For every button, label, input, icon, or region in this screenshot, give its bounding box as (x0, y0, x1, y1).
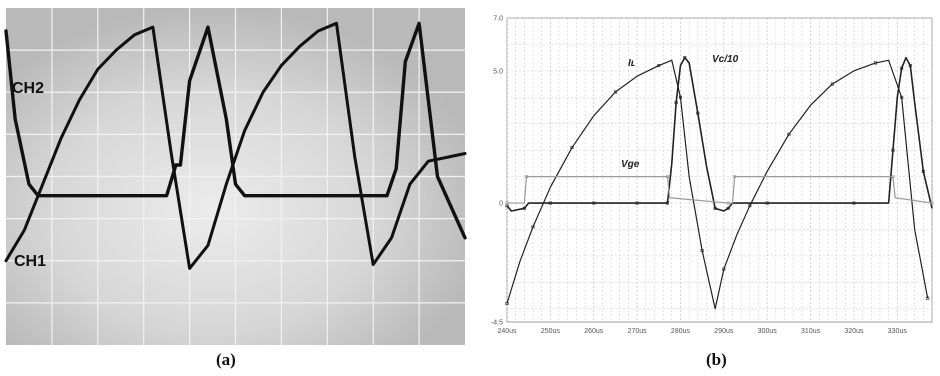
plot-marker-il (613, 90, 617, 94)
y-tick-label: 0 (499, 201, 503, 208)
plot-marker-vc (908, 64, 912, 68)
y-tick-label: 7.0 (493, 16, 503, 23)
ch1-label: CH1 (14, 253, 46, 270)
x-tick-label: 250us (541, 328, 561, 335)
scope-grid (6, 8, 465, 345)
plot-marker-il (657, 64, 661, 68)
plot-marker-vc (852, 201, 856, 205)
plot-marker-vge (726, 201, 730, 205)
plot-marker-vc (665, 201, 669, 205)
plot-marker-vge (665, 175, 669, 179)
plot-marker-il (531, 225, 535, 229)
plot-marker-vc (696, 111, 700, 115)
plot-marker-vge (930, 201, 934, 205)
y-tick-label: 5.0 (493, 68, 503, 75)
plot-marker-il (700, 249, 704, 253)
x-tick-label: 290us (714, 328, 734, 335)
panel-a-oscilloscope: CH2 CH1 (a) (4, 8, 467, 369)
plot-marker-vc (765, 201, 769, 205)
plot-marker-il (722, 267, 726, 271)
plot-marker-il (748, 204, 752, 208)
x-tick-label: 310us (801, 328, 821, 335)
plot-marker-vge (525, 175, 529, 179)
scope-traces (4, 21, 467, 270)
plot-marker-il (570, 146, 574, 150)
plot-marker-vc (635, 201, 639, 205)
plot-trace-vc (506, 56, 933, 212)
x-tick-label: 270us (628, 328, 648, 335)
x-tick-label: 320us (844, 328, 864, 335)
plot-marker-il (926, 296, 930, 300)
plot-marker-vc (713, 206, 717, 210)
plot-trace-il (506, 59, 929, 310)
plot-grid (506, 17, 933, 322)
plot-marker-vc (592, 201, 596, 205)
x-tick-label: 300us (758, 328, 778, 335)
plot-marker-il (830, 82, 834, 86)
plot-marker-il (505, 301, 509, 305)
plot-marker-vc (683, 56, 687, 60)
plot-marker-il (874, 61, 878, 65)
x-tick-label: 330us (888, 328, 908, 335)
plot-marker-il (678, 95, 682, 99)
plot-marker-il (900, 95, 904, 99)
plot-marker-vge (505, 201, 509, 205)
plot-marker-vc (726, 206, 730, 210)
plot-marker-vc (674, 101, 678, 105)
plot-trace-vge (507, 176, 933, 204)
series-label-il: Iʟ (628, 58, 635, 69)
series-label-vc: Vc/10 (712, 54, 739, 65)
plot-marker-vc (921, 169, 925, 173)
ch2-label: CH2 (12, 80, 44, 97)
series-label-vge: Vge (621, 159, 640, 170)
x-tick-label: 260us (584, 328, 604, 335)
plot-marker-vc (548, 201, 552, 205)
y-tick-label: -4.5 (491, 320, 503, 327)
panel-a-caption: (a) (216, 350, 236, 369)
plot-marker-vc (900, 66, 904, 70)
plot-marker-vge (891, 175, 895, 179)
panel-b-caption: (b) (706, 350, 727, 369)
scope-trace-ch2 (4, 21, 467, 240)
x-tick-label: 280us (671, 328, 691, 335)
plot-traces (505, 56, 934, 310)
x-tick-label: 240us (497, 328, 517, 335)
plot-marker-il (787, 132, 791, 136)
plot-marker-vc (891, 148, 895, 152)
plot-marker-vc (522, 206, 526, 210)
plot-marker-vge (733, 175, 737, 179)
scope-trace-ch1 (4, 21, 467, 270)
